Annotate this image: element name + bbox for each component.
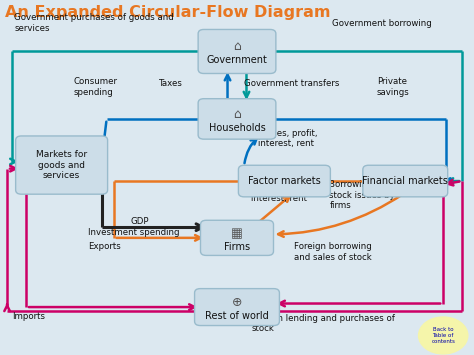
Text: Factor markets: Factor markets [248,176,321,186]
Text: ⊕: ⊕ [232,296,242,309]
FancyBboxPatch shape [194,289,279,326]
Text: ▦: ▦ [231,227,243,240]
FancyBboxPatch shape [198,29,276,73]
Text: Taxes: Taxes [159,79,182,88]
Text: Imports: Imports [12,312,45,321]
Text: Government: Government [207,55,267,65]
Text: Back to
Table of
contents: Back to Table of contents [431,327,455,344]
Text: Foreign borrowing
and sales of stock: Foreign borrowing and sales of stock [294,242,372,262]
Text: An Expanded Circular-Flow Diagram: An Expanded Circular-Flow Diagram [5,5,330,20]
Text: Households: Households [209,123,265,133]
Text: Consumer
spending: Consumer spending [73,77,118,97]
FancyBboxPatch shape [238,165,330,197]
FancyBboxPatch shape [16,136,108,194]
Circle shape [419,317,468,354]
Text: Markets for
goods and
services: Markets for goods and services [36,150,87,180]
Text: Government transfers: Government transfers [244,79,339,88]
FancyBboxPatch shape [198,99,276,139]
Text: Financial markets: Financial markets [362,176,448,186]
Text: ⌂: ⌂ [233,108,241,121]
Text: GDP: GDP [130,217,149,226]
Text: Firms: Firms [224,242,250,252]
Text: Private
savings: Private savings [377,77,410,97]
FancyBboxPatch shape [201,220,273,255]
Text: Borrowing and
stock issues by
firms: Borrowing and stock issues by firms [329,180,395,210]
FancyBboxPatch shape [363,165,447,197]
Text: Wages, profit,
interest, rent: Wages, profit, interest, rent [251,184,311,203]
Text: Rest of world: Rest of world [205,311,269,321]
Text: Government borrowing: Government borrowing [332,18,431,28]
Text: ⌂: ⌂ [233,40,241,53]
Text: Exports: Exports [88,242,120,251]
Text: Foreign lending and purchases of
stock: Foreign lending and purchases of stock [251,314,395,333]
Text: Government purchases of goods and
services: Government purchases of goods and servic… [14,13,174,33]
Text: Investment spending: Investment spending [88,228,179,237]
Text: Wages, profit,
interest, rent: Wages, profit, interest, rent [258,129,318,148]
